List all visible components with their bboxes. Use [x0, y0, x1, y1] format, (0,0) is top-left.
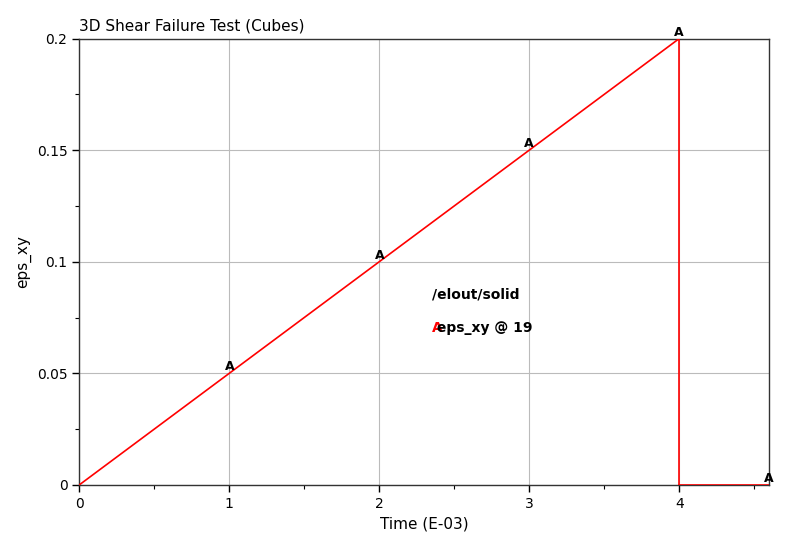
Text: A: A	[764, 472, 774, 485]
Text: A: A	[224, 360, 234, 374]
Text: /elout/solid: /elout/solid	[431, 288, 519, 302]
Text: eps_xy @ 19: eps_xy @ 19	[431, 321, 532, 336]
Y-axis label: eps_xy: eps_xy	[16, 235, 31, 288]
X-axis label: Time (E-03): Time (E-03)	[380, 516, 469, 531]
Text: 3D Shear Failure Test (Cubes): 3D Shear Failure Test (Cubes)	[79, 18, 305, 33]
Text: A: A	[674, 25, 684, 39]
Text: A: A	[431, 321, 442, 336]
Text: A: A	[374, 249, 384, 262]
Text: A: A	[524, 137, 534, 150]
